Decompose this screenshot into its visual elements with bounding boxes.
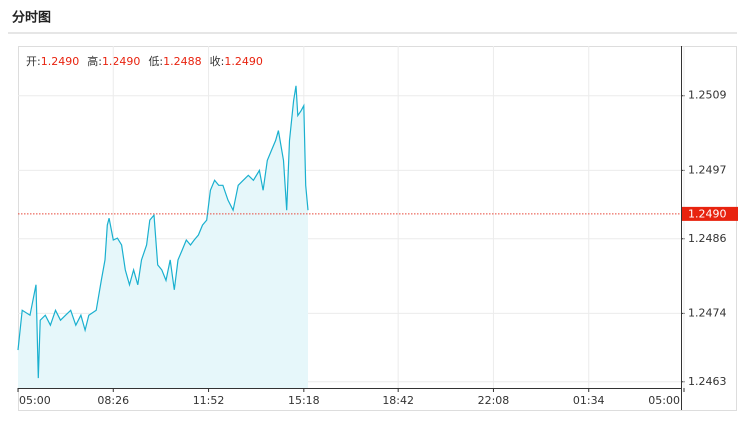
x-tick-label: 05:00 bbox=[19, 394, 51, 407]
y-tick-label: 1.2497 bbox=[688, 163, 727, 176]
x-tick-label: 01:34 bbox=[573, 394, 605, 407]
y-tick-label: 1.2474 bbox=[688, 306, 727, 319]
ohlc-value: 1.2490 bbox=[224, 55, 263, 68]
x-tick-label: 18:42 bbox=[382, 394, 414, 407]
x-tick-label: 22:08 bbox=[478, 394, 510, 407]
price-line bbox=[17, 85, 309, 379]
last-price-box bbox=[682, 206, 738, 221]
x-tick-label: 05:00 bbox=[648, 394, 680, 407]
x-tick-label: 11:52 bbox=[193, 394, 225, 407]
x-tick-label: 15:18 bbox=[288, 394, 320, 407]
last-price-label: 1.2490 bbox=[688, 207, 727, 220]
chart-title: 分时图 bbox=[12, 10, 51, 26]
ohlc-value: 1.2490 bbox=[102, 55, 141, 68]
ohlc-label: 高: bbox=[87, 54, 102, 68]
y-tick-label: 1.2463 bbox=[688, 375, 727, 388]
y-tick-label: 1.2486 bbox=[688, 232, 727, 245]
y-tick-label: 1.2509 bbox=[688, 89, 727, 102]
plot-frame bbox=[18, 46, 737, 411]
ohlc-value: 1.2490 bbox=[41, 55, 80, 68]
ohlc-label: 开: bbox=[26, 55, 41, 68]
ohlc-label: 低: bbox=[148, 55, 163, 68]
ohlc-label: 收: bbox=[210, 54, 225, 68]
area bbox=[18, 85, 308, 389]
x-tick-label: 08:26 bbox=[97, 394, 129, 407]
ohlc-info: 开: 1.2490 高: 1.2490 低: 1.2488 收: 1.2490 bbox=[26, 54, 263, 68]
ohlc-value: 1.2488 bbox=[163, 55, 202, 68]
